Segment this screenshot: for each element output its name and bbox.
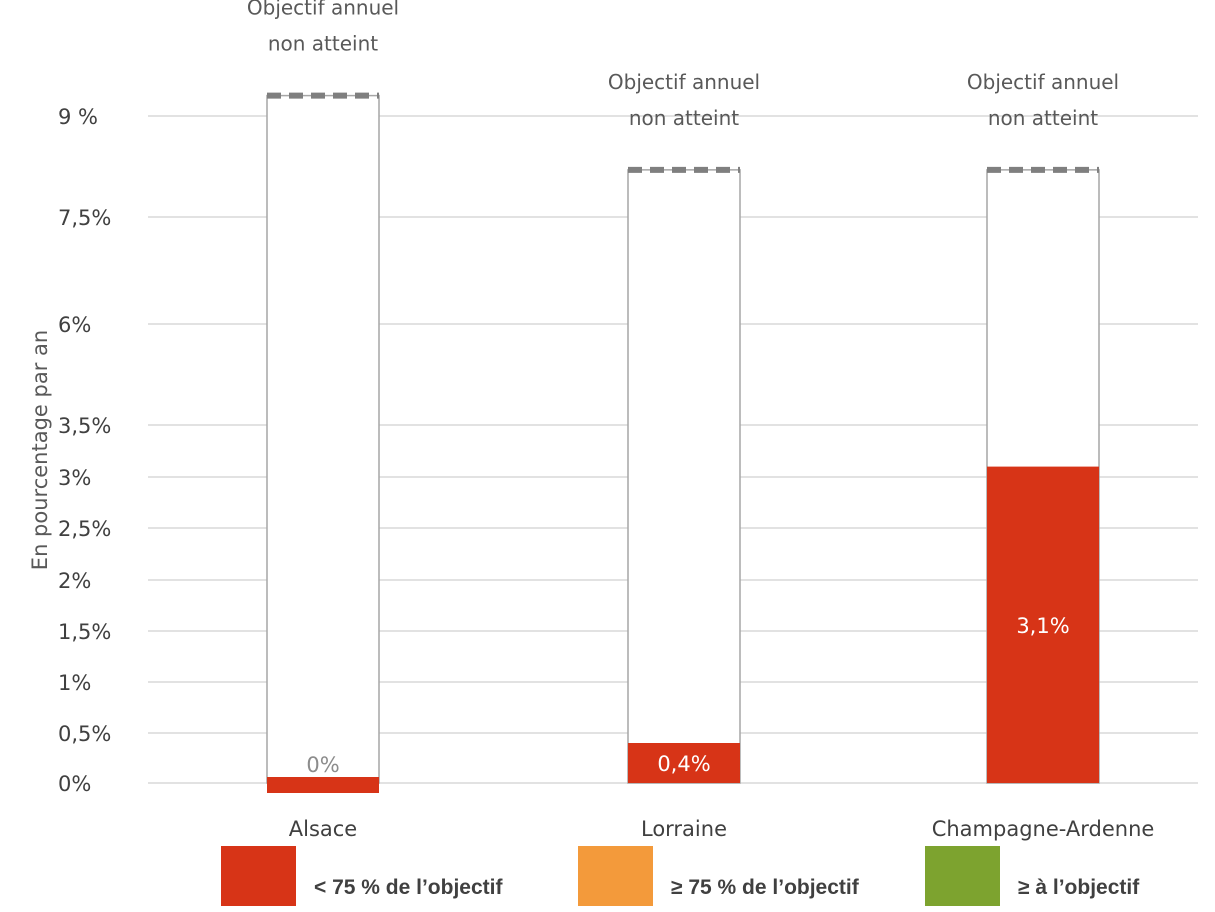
- y-axis-label: En pourcentage par an: [28, 330, 52, 570]
- legend-label: ≥ 75 % de l’objectif: [671, 876, 859, 899]
- y-tick-label: 0,5%: [58, 722, 111, 746]
- bars: 0% Objectif annuel non atteint 0,4% Objectif…: [247, 0, 1119, 793]
- y-tick-label: 0%: [58, 772, 91, 796]
- objective-annotation: non atteint: [268, 32, 378, 56]
- legend-item-below-75: < 75 % de l’objectif: [221, 846, 502, 906]
- legend-swatch-orange: [578, 846, 653, 906]
- y-tick-label: 3,5%: [58, 414, 111, 438]
- category-labels: Alsace Lorraine Champagne-Ardenne: [289, 817, 1155, 841]
- value-bar: [987, 466, 1099, 783]
- y-tick-label: 7,5%: [58, 206, 111, 230]
- legend-item-reached: ≥ à l’objectif: [925, 846, 1139, 906]
- category-label: Champagne-Ardenne: [932, 817, 1155, 841]
- legend-swatch-red: [221, 846, 296, 906]
- objective-bar: [627, 169, 741, 784]
- category-label: Alsace: [289, 817, 357, 841]
- value-bar: [267, 777, 379, 793]
- y-tick-label: 1%: [58, 671, 91, 695]
- data-label: 0%: [306, 753, 339, 777]
- y-axis-ticks: 0% 0,5% 1% 1,5% 2% 2,5% 3% 3,5% 6% 7,5% 9 %: [58, 105, 111, 796]
- y-tick-label: 9 %: [58, 105, 98, 129]
- legend-swatch-green: [925, 846, 1000, 906]
- objective-annotation: Objectif annuel: [967, 70, 1119, 94]
- objective-annotation: Objectif annuel: [608, 70, 760, 94]
- value-bar: [628, 743, 740, 783]
- y-tick-label: 3%: [58, 466, 91, 490]
- legend-label: < 75 % de l’objectif: [314, 876, 503, 899]
- legend-label: ≥ à l’objectif: [1018, 876, 1140, 899]
- category-label: Lorraine: [641, 817, 727, 841]
- objective-annotation: non atteint: [629, 106, 739, 130]
- y-tick-label: 2,5%: [58, 517, 111, 541]
- data-label: 0,4%: [657, 752, 710, 776]
- data-label: 3,1%: [1016, 614, 1069, 638]
- y-tick-label: 2%: [58, 569, 91, 593]
- y-tick-label: 1,5%: [58, 620, 111, 644]
- objective-annotation: non atteint: [988, 106, 1098, 130]
- y-tick-label: 6%: [58, 313, 91, 337]
- legend: < 75 % de l’objectif ≥ 75 % de l’objecti…: [0, 846, 1215, 912]
- objective-bar: [266, 94, 380, 784]
- legend-item-above-75: ≥ 75 % de l’objectif: [578, 846, 859, 906]
- objective-annotation: Objectif annuel: [247, 0, 399, 20]
